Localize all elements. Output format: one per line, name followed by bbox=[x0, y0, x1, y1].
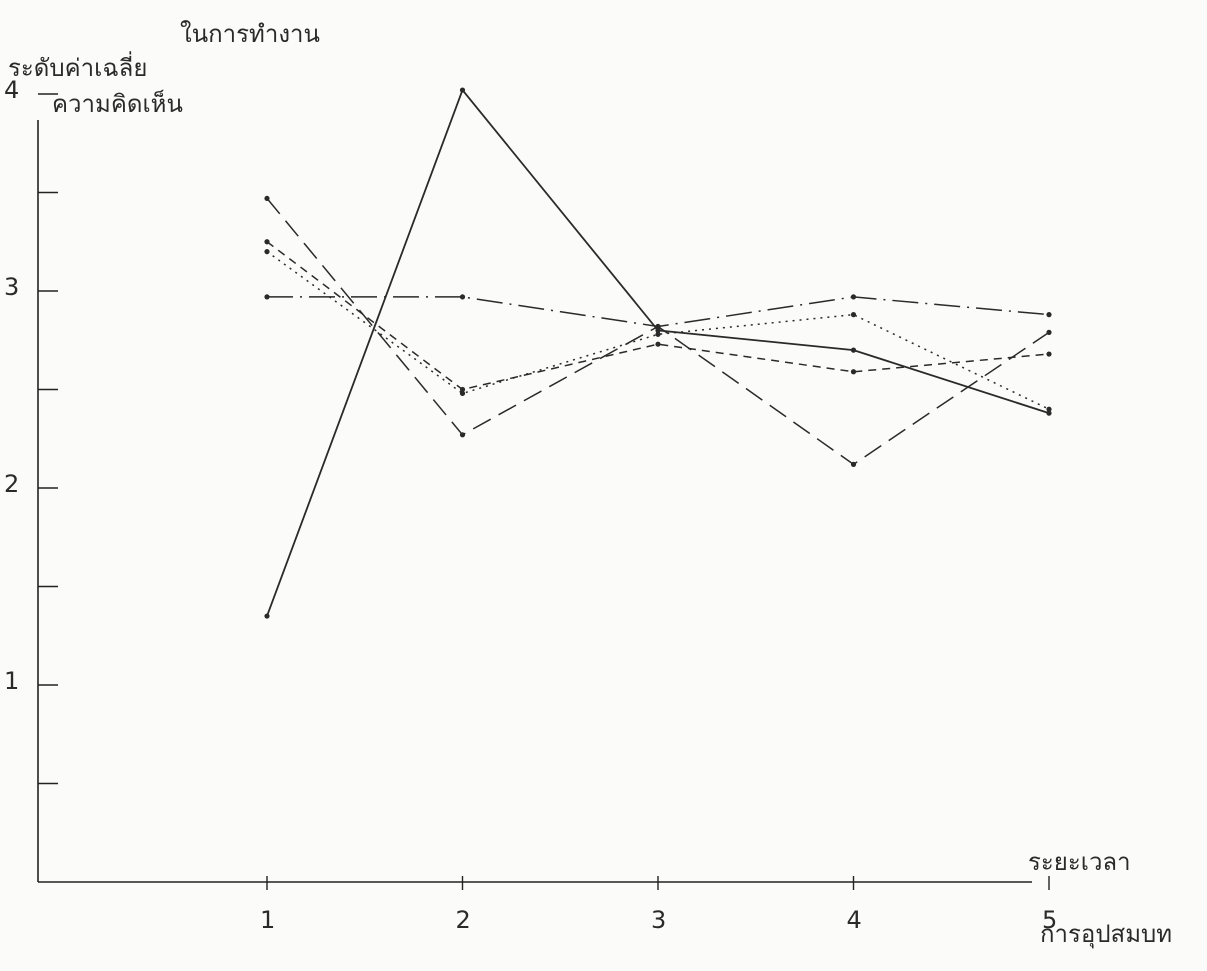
x-tick-label: 5 bbox=[1042, 906, 1057, 934]
x-tick-label: 3 bbox=[651, 906, 666, 934]
series-line-dotted bbox=[266, 250, 1050, 410]
data-point bbox=[655, 331, 661, 337]
y-tick-label: 4 bbox=[4, 76, 19, 104]
x-axis-title-line-1: ระยะเวลา bbox=[1028, 848, 1131, 876]
data-point bbox=[264, 239, 270, 245]
x-tick-label: 2 bbox=[456, 906, 471, 934]
data-point bbox=[264, 249, 270, 255]
data-point bbox=[1046, 329, 1052, 335]
data-point bbox=[264, 613, 270, 619]
y-axis-title-line-2: ระดับค่าเฉลี่ย bbox=[8, 51, 147, 82]
data-point bbox=[264, 195, 270, 202]
series-lines bbox=[264, 87, 1052, 619]
y-tick-label: 2 bbox=[4, 470, 19, 498]
data-point bbox=[1046, 312, 1052, 318]
data-point bbox=[850, 347, 857, 353]
data-point bbox=[655, 323, 661, 330]
data-point bbox=[1046, 351, 1052, 357]
data-point bbox=[850, 294, 857, 300]
x-tick-label: 4 bbox=[847, 906, 862, 934]
data-point bbox=[459, 294, 466, 300]
y-axis-title-line-1: ในการทำงาน bbox=[180, 20, 320, 48]
x-tick-label: 1 bbox=[260, 906, 275, 934]
data-point bbox=[850, 461, 857, 467]
data-point bbox=[850, 312, 857, 318]
data-point bbox=[850, 369, 857, 375]
data-point bbox=[1046, 410, 1052, 416]
series-line-short-dash bbox=[266, 241, 1050, 391]
data-point bbox=[264, 294, 270, 300]
y-tick-label: 3 bbox=[4, 273, 19, 301]
axis-ticks: 1 2 3 4 1 2 3 4 5 bbox=[4, 76, 1057, 934]
y-axis-title-line-3: ความคิดเห็น bbox=[52, 89, 183, 118]
data-point bbox=[459, 87, 466, 93]
data-point bbox=[459, 432, 466, 438]
data-point bbox=[1046, 406, 1052, 412]
data-point bbox=[459, 386, 466, 393]
data-point bbox=[655, 341, 661, 347]
data-point bbox=[459, 390, 466, 397]
y-tick-label: 1 bbox=[4, 667, 19, 695]
data-point bbox=[655, 327, 661, 333]
x-axis-title-line-2: การอุปสมบท bbox=[1040, 920, 1172, 949]
